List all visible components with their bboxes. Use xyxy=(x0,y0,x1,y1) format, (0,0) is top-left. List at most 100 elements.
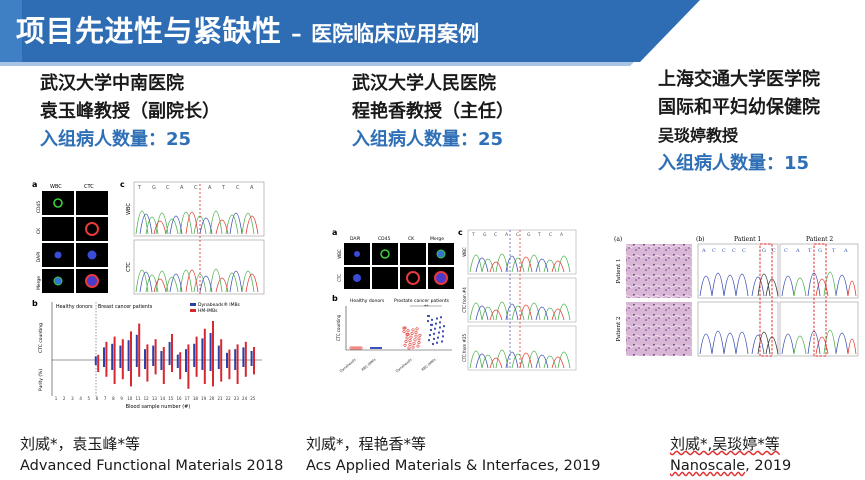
fig2-point xyxy=(374,347,376,349)
fig2-point xyxy=(413,338,417,342)
fig2-point xyxy=(406,329,410,333)
svg-text:C: C xyxy=(772,248,776,254)
svg-text:Dynabeads: Dynabeads xyxy=(395,358,413,374)
fig2-sig: ** xyxy=(424,304,429,310)
fig1-bar-dyna xyxy=(119,345,122,368)
page-title: 项目先进性与紧缺性 – 医院临床应用案例 xyxy=(16,11,479,51)
fig1-row-merge: Merge xyxy=(36,276,42,290)
fig2-point xyxy=(438,331,440,334)
svg-text:T: T xyxy=(471,232,475,238)
institution-3: 上海交通大学医学院 国际和平妇幼保健院 吴琰婷教授 入组病人数量：15 xyxy=(658,66,820,178)
svg-text:T: T xyxy=(221,185,226,191)
fig1-bar-hm xyxy=(220,339,223,382)
fig1-xtick: 4 xyxy=(79,396,82,401)
fig3-row-patient1: Patient 1 xyxy=(616,259,622,284)
fig1-bar-hm xyxy=(97,354,100,372)
fig1-xtick: 5 xyxy=(88,396,91,401)
fig2-point xyxy=(439,326,441,329)
fig2-point xyxy=(411,328,415,332)
fig1-microscopy-grid xyxy=(42,191,108,293)
fig2-point xyxy=(432,343,434,345)
fig1-bar-hm xyxy=(162,347,165,384)
fig1-xtick: 17 xyxy=(185,396,191,401)
fig1-bar-hm xyxy=(138,323,141,377)
fig2-point xyxy=(441,340,443,343)
fig1-row-cd45: CD45 xyxy=(36,201,42,213)
fig1-row-dapi: DAPI xyxy=(36,252,42,263)
fig3-chromatograms xyxy=(697,243,859,357)
citation-journal: Nanoscale xyxy=(670,458,746,474)
fig1-c-wbc: WBC xyxy=(126,203,132,215)
title-banner: 项目先进性与紧缺性 – 医院临床应用案例 xyxy=(0,0,700,66)
fig1-bar-hm xyxy=(171,334,173,372)
fig1-bar-hm xyxy=(113,336,116,384)
fig1-bar-hm xyxy=(228,349,231,380)
fig1-xtick: 2 xyxy=(63,396,66,401)
fig2-microscopy-grid xyxy=(344,243,454,289)
fig1-panel-b-label: b xyxy=(32,299,38,308)
figure-2-graphic: a DAPI CD45 CK Merge WBC CTC b Healthy d… xyxy=(332,228,577,374)
fig2-point xyxy=(357,346,361,350)
fig2-point xyxy=(376,347,378,349)
fig1-bar-dyna xyxy=(242,347,245,367)
fig2-scatter-axes xyxy=(345,305,452,351)
svg-text:C: C xyxy=(236,185,240,191)
fig1-bar-dyna xyxy=(176,354,179,368)
fig2-point xyxy=(427,320,429,323)
fig2-c-row-ctc25: CTC from #25 xyxy=(462,334,467,363)
fig1-c-ctc: CTC xyxy=(126,262,132,272)
fig2-panel-b-label: b xyxy=(332,294,338,303)
fig1-xtick: 18 xyxy=(193,396,199,401)
svg-text:RBC-IMMs: RBC-IMMs xyxy=(361,358,377,372)
fig2-panel-c-label: c xyxy=(458,228,463,237)
fig1-bar-dyna xyxy=(250,351,253,366)
fig1-bar-dyna xyxy=(234,349,237,370)
fig2-point xyxy=(440,316,442,319)
fig1-bar-hm xyxy=(121,339,124,380)
fig2-row-wbc: WBC xyxy=(337,249,342,259)
fig1-ylabel-bottom: Purity (%) xyxy=(38,369,44,391)
fig2-panel-a-label: a xyxy=(332,228,337,237)
fig2-point xyxy=(408,339,412,343)
professor-name: 程艳香教授（主任） xyxy=(352,101,514,122)
figure-1-graphic: a WBC CTC CD45 CK DAPI Merge c xyxy=(32,180,265,410)
svg-text:T: T xyxy=(808,248,812,254)
fig2-c-row-wbc: WBC xyxy=(462,247,467,257)
fig1-bar-hm xyxy=(179,352,182,380)
fig1-bar-dyna xyxy=(168,342,171,365)
citation-2: 刘威*，程艳香*等 Acs Applied Materials & Interf… xyxy=(306,433,601,477)
fig2-point xyxy=(431,318,433,321)
fig1-xtick: 16 xyxy=(176,396,182,401)
fig2-col-cd45: CD45 xyxy=(378,236,390,242)
fig3-row-patient2: Patient 2 xyxy=(616,317,622,342)
figure-3-graphic: (a) (b) Patient 1 Patient 2 Patient 1 Pa… xyxy=(614,236,859,357)
svg-text:T: T xyxy=(537,232,541,238)
fig2-point xyxy=(433,337,435,340)
fig2-point xyxy=(403,326,407,330)
fig1-bar-dyna xyxy=(135,334,138,367)
fig2-point xyxy=(412,341,416,345)
fig3-panel-b-label: (b) xyxy=(696,236,705,243)
fig1-bar-dyna xyxy=(217,345,220,369)
fig2-healthy: Healthy donors xyxy=(350,298,385,304)
patient-count: 入组病人数量：15 xyxy=(658,153,810,174)
svg-text:A: A xyxy=(560,232,564,238)
fig2-point xyxy=(410,331,414,335)
fig2-point xyxy=(428,339,430,342)
hospital-name-line2: 国际和平妇幼保健院 xyxy=(658,97,820,118)
fig2-point xyxy=(405,336,409,340)
fig2-point xyxy=(442,335,444,338)
fig2-point xyxy=(417,337,421,341)
fig2-col-dapi: DAPI xyxy=(350,236,361,242)
fig1-col-ctc: CTC xyxy=(84,184,94,190)
title-main: 项目先进性与紧缺性 xyxy=(16,14,282,48)
hospital-name: 武汉大学人民医院 xyxy=(352,73,496,94)
fig3-histology-1 xyxy=(626,244,692,298)
fig2-scatter-points xyxy=(349,315,445,350)
fig2-point xyxy=(359,346,363,350)
fig1-bar-hm xyxy=(146,344,149,382)
fig2-point xyxy=(434,327,436,330)
fig1-bar-dyna xyxy=(103,347,105,367)
svg-text:C: C xyxy=(722,248,726,254)
svg-text:A: A xyxy=(208,185,212,191)
